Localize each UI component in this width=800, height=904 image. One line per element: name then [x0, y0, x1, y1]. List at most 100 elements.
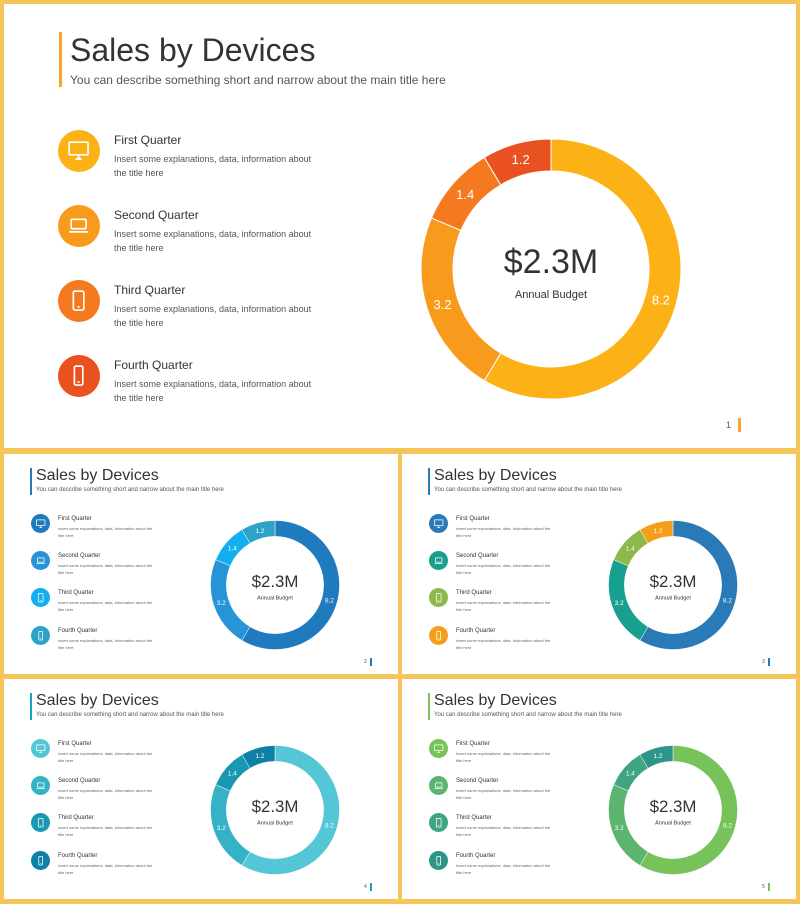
tablet-icon: [31, 588, 50, 607]
list-item-first-quarter: First Quarter Insert some explanations, …: [58, 130, 378, 190]
slide-subtitle: You can describe something short and nar…: [70, 73, 446, 87]
list-item-first-quarter: First Quarter Insert some explanations, d…: [31, 739, 191, 773]
item-description: Insert some explanations, data, informat…: [114, 379, 312, 403]
main-slide[interactable]: Sales by Devices You can describe someth…: [4, 4, 796, 448]
slice-value-label: 1.4: [626, 770, 635, 777]
donut-chart: 8.2 3.2 1.4 1.2 $2.3M Annual Budget: [210, 520, 340, 650]
page-accent-bar: [738, 418, 741, 432]
item-description: Insert some explanations, data, informat…: [456, 600, 551, 612]
center-value: $2.3M: [650, 797, 697, 816]
item-description: Insert some explanations, data, informat…: [58, 600, 153, 612]
item-description: Insert some explanations, data, informat…: [114, 229, 312, 253]
item-title: First Quarter: [58, 741, 92, 747]
item-description: Insert some explanations, data, informat…: [456, 638, 551, 650]
list-item-fourth-quarter: Fourth Quarter Insert some explanations,…: [58, 355, 378, 415]
item-description: Insert some explanations, data, informat…: [114, 154, 312, 178]
phone-icon: [31, 851, 50, 870]
item-title: Third Quarter: [114, 283, 186, 297]
item-title: Fourth Quarter: [456, 628, 496, 634]
item-title: Fourth Quarter: [58, 628, 98, 634]
list-item-first-quarter: First Quarter Insert some explanations, d…: [429, 739, 589, 773]
thumbnail-slide-3[interactable]: Sales by Devices You can describe somethi…: [402, 454, 796, 674]
slide-title: Sales by Devices: [70, 32, 316, 68]
item-description: Insert some explanations, data, informat…: [58, 863, 153, 875]
laptop-icon: [31, 551, 50, 570]
donut-chart: 8.2 3.2 1.4 1.2 $2.3M Annual Budget: [210, 745, 340, 875]
thumbnail-slide-2[interactable]: Sales by Devices You can describe somethi…: [4, 454, 398, 674]
slice-value-label: 1.2: [653, 528, 662, 535]
item-title: Third Quarter: [456, 815, 492, 821]
page-number: 4: [364, 884, 367, 890]
monitor-icon: [31, 739, 50, 758]
list-item-second-quarter: Second Quarter Insert some explanations,…: [58, 205, 378, 265]
list-item-third-quarter: Third Quarter Insert some explanations, …: [58, 280, 378, 340]
slice-value-label: 3.2: [217, 600, 226, 607]
donut-slice-fourth-quarter: [639, 520, 674, 544]
slide-subtitle: You can describe something short and nar…: [36, 712, 224, 718]
title-accent-bar: [428, 468, 430, 495]
donut-chart: 8.2 3.2 1.4 1.2 $2.3M Annual Budget: [420, 138, 682, 400]
donut-slice-first-quarter: [483, 138, 682, 400]
slice-value-label: 3.2: [615, 600, 624, 607]
slice-value-label: 1.2: [653, 753, 662, 760]
list-item-fourth-quarter: Fourth Quarter Insert some explanations, …: [31, 851, 191, 885]
center-label: Annual Budget: [257, 595, 293, 601]
item-description: Insert some explanations, data, informat…: [456, 863, 551, 875]
center-value: $2.3M: [252, 572, 299, 591]
slice-value-label: 1.4: [228, 545, 237, 552]
donut-slice-first-quarter: [241, 520, 340, 650]
page-number: 5: [762, 884, 765, 890]
slice-value-label: 3.2: [615, 825, 624, 832]
slice-value-label: 1.4: [626, 545, 635, 552]
item-description: Insert some explanations, data, informat…: [58, 638, 153, 650]
center-value: $2.3M: [504, 243, 599, 281]
slide-title: Sales by Devices: [434, 692, 557, 709]
slice-value-label: 3.2: [434, 297, 452, 312]
item-description: Insert some explanations, data, informat…: [456, 788, 551, 800]
thumbnail-slide-4[interactable]: Sales by Devices You can describe somethi…: [4, 679, 398, 899]
slice-value-label: 1.2: [255, 753, 264, 760]
list-item-fourth-quarter: Fourth Quarter Insert some explanations, …: [31, 626, 191, 660]
list-item-third-quarter: Third Quarter Insert some explanations, d…: [429, 813, 589, 847]
item-title: Third Quarter: [456, 590, 492, 596]
item-description: Insert some explanations, data, informat…: [58, 788, 153, 800]
phone-icon: [58, 355, 100, 397]
item-description: Insert some explanations, data, informat…: [456, 563, 551, 575]
phone-icon: [31, 626, 50, 645]
list-item-first-quarter: First Quarter Insert some explanations, d…: [31, 514, 191, 548]
center-value: $2.3M: [252, 797, 299, 816]
item-title: Fourth Quarter: [114, 358, 193, 372]
item-title: First Quarter: [58, 516, 92, 522]
item-description: Insert some explanations, data, informat…: [456, 526, 551, 538]
page-accent-bar: [370, 883, 372, 891]
list-item-first-quarter: First Quarter Insert some explanations, d…: [429, 514, 589, 548]
slice-value-label: 8.2: [652, 292, 670, 307]
item-title: Third Quarter: [58, 815, 94, 821]
list-item-third-quarter: Third Quarter Insert some explanations, d…: [31, 588, 191, 622]
thumbnail-slide-5[interactable]: Sales by Devices You can describe somethi…: [402, 679, 796, 899]
tablet-icon: [31, 813, 50, 832]
slide-title: Sales by Devices: [434, 467, 557, 484]
item-description: Insert some explanations, data, informat…: [58, 751, 153, 763]
donut-slice-fourth-quarter: [241, 745, 276, 769]
list-item-second-quarter: Second Quarter Insert some explanations, …: [429, 776, 589, 810]
list-item-third-quarter: Third Quarter Insert some explanations, d…: [429, 588, 589, 622]
tablet-icon: [429, 588, 448, 607]
item-title: Fourth Quarter: [456, 853, 496, 859]
slice-value-label: 8.2: [325, 598, 334, 605]
center-label: Annual Budget: [655, 820, 691, 826]
slice-value-label: 1.4: [228, 770, 237, 777]
slide-subtitle: You can describe something short and nar…: [434, 487, 622, 493]
item-title: Second Quarter: [456, 553, 499, 559]
page-number: 2: [364, 659, 367, 665]
page-number: 1: [726, 420, 732, 430]
item-title: First Quarter: [456, 741, 490, 747]
laptop-icon: [429, 551, 448, 570]
title-accent-bar: [59, 32, 62, 87]
donut-slice-first-quarter: [639, 520, 738, 650]
item-title: Second Quarter: [456, 778, 499, 784]
laptop-icon: [58, 205, 100, 247]
page-accent-bar: [370, 658, 372, 666]
phone-icon: [429, 626, 448, 645]
item-description: Insert some explanations, data, informat…: [456, 751, 551, 763]
